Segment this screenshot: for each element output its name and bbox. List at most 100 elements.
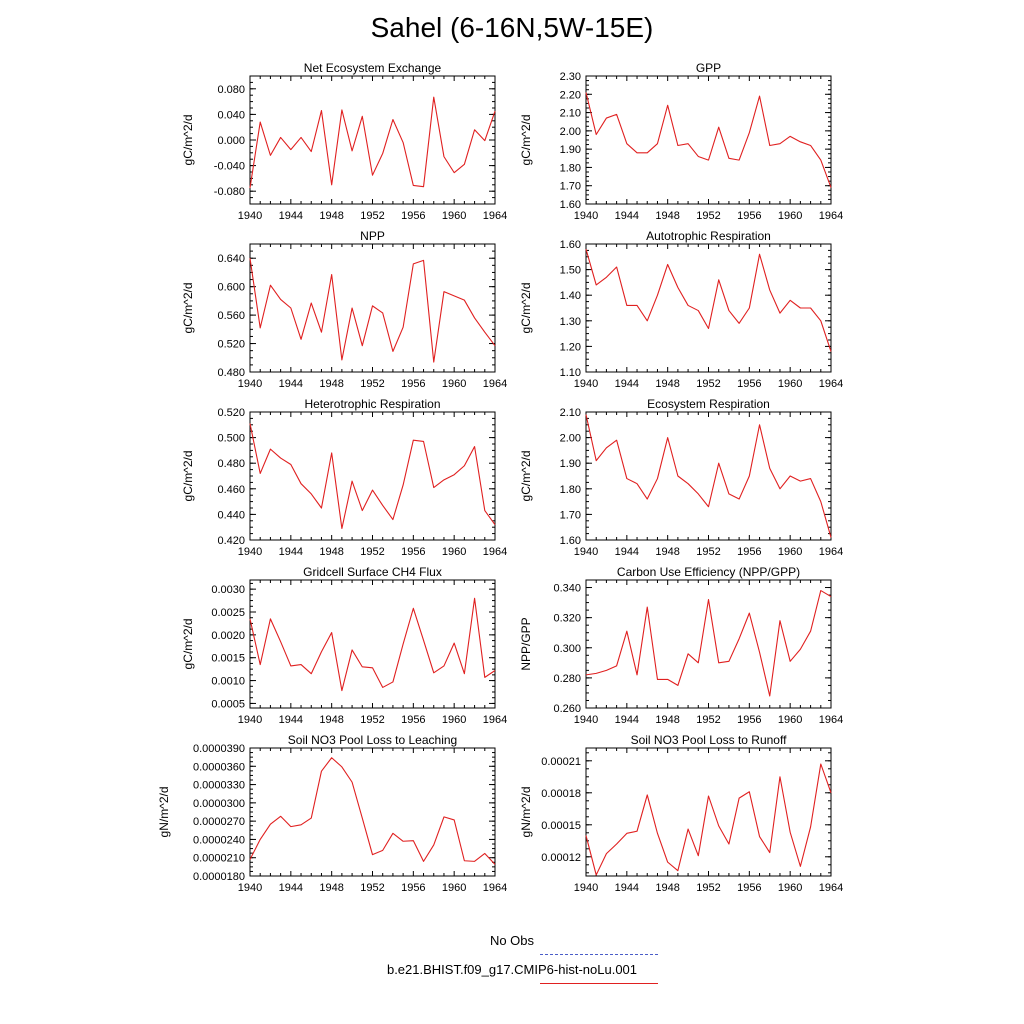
- series-line-0: [585, 92, 832, 188]
- y-tick-label: 0.0010: [211, 676, 245, 688]
- x-tick-label: 1944: [279, 210, 303, 222]
- y-tick-label: 0.320: [553, 613, 581, 625]
- series-line-0: [585, 589, 832, 697]
- y-tick-label: 0.640: [217, 253, 245, 265]
- series-line-0: [249, 96, 496, 189]
- plot-frame: [585, 747, 832, 877]
- y-tick-label: 0.00021: [541, 756, 581, 768]
- chart-panel-0: Net Ecosystem Exchange gC/m^2/d 1940 1944 19…: [181, 61, 507, 222]
- y-tick-label: 1.80: [560, 484, 581, 496]
- x-tick-label: 1952: [696, 546, 720, 558]
- x-tick-label: 1952: [696, 378, 720, 390]
- y-tick-label: 2.20: [560, 89, 581, 101]
- x-tick-label: 1944: [279, 882, 303, 894]
- chart-title: Autotrophic Respiration: [646, 229, 771, 243]
- x-tick-label: 1952: [696, 882, 720, 894]
- y-axis-label: gC/m^2/d: [519, 115, 533, 166]
- y-tick-label: 1.70: [560, 181, 581, 193]
- x-tick-label: 1944: [279, 714, 303, 726]
- x-tick-label: 1956: [401, 546, 425, 558]
- y-tick-label: 0.0000390: [193, 743, 245, 755]
- chart-panel-2: NPP gC/m^2/d 1940 1944 1948 1952 1956 1960 1964 0…: [181, 229, 507, 390]
- x-tick-label: 1964: [819, 210, 843, 222]
- x-tick-label: 1964: [483, 378, 507, 390]
- y-tick-label: 0.0000210: [193, 853, 245, 865]
- chart-title: Ecosystem Respiration: [647, 397, 770, 411]
- y-tick-label: 1.90: [560, 458, 581, 470]
- x-tick-label: 1960: [442, 714, 466, 726]
- y-tick-label: 0.0025: [211, 607, 245, 619]
- x-tick-label: 1948: [319, 210, 343, 222]
- chart-panel-9: Soil NO3 Pool Loss to Runoff gN/m^2/d 1940…: [519, 733, 843, 894]
- y-tick-label: 2.10: [560, 108, 581, 120]
- y-tick-label: -0.080: [214, 186, 245, 198]
- x-tick-label: 1964: [483, 882, 507, 894]
- plot-frame: [249, 579, 496, 709]
- x-tick-label: 1956: [401, 378, 425, 390]
- series-line-0: [249, 258, 496, 363]
- y-tick-label: 0.480: [217, 458, 245, 470]
- x-tick-label: 1960: [778, 378, 802, 390]
- x-tick-label: 1944: [615, 210, 639, 222]
- x-tick-label: 1952: [360, 378, 384, 390]
- y-tick-label: -0.040: [214, 161, 245, 173]
- x-tick-label: 1952: [360, 882, 384, 894]
- x-tick-label: 1944: [615, 546, 639, 558]
- x-tick-label: 1956: [401, 210, 425, 222]
- x-tick-label: 1952: [360, 210, 384, 222]
- y-tick-label: 0.480: [217, 367, 245, 379]
- x-tick-label: 1964: [483, 546, 507, 558]
- y-tick-label: 1.20: [560, 341, 581, 353]
- x-tick-label: 1948: [319, 882, 343, 894]
- x-tick-label: 1940: [238, 714, 262, 726]
- y-axis-label: gN/m^2/d: [157, 787, 171, 838]
- x-tick-label: 1948: [655, 378, 679, 390]
- y-tick-label: 0.500: [217, 433, 245, 445]
- chart-panel-7: Carbon Use Efficiency (NPP/GPP) NPP/GPP 19…: [519, 565, 843, 726]
- y-tick-label: 0.600: [217, 282, 245, 294]
- x-tick-label: 1944: [279, 546, 303, 558]
- y-tick-label: 0.0005: [211, 698, 245, 710]
- chart-title: Net Ecosystem Exchange: [304, 61, 442, 75]
- y-axis-label: gC/m^2/d: [181, 283, 195, 334]
- x-tick-label: 1948: [319, 378, 343, 390]
- series-line-0: [249, 757, 496, 865]
- x-tick-label: 1964: [819, 714, 843, 726]
- x-tick-label: 1964: [819, 882, 843, 894]
- y-tick-label: 0.300: [553, 643, 581, 655]
- y-tick-label: 0.340: [553, 583, 581, 595]
- y-tick-label: 0.420: [217, 535, 245, 547]
- x-tick-label: 1940: [574, 210, 598, 222]
- plot-frame: [249, 411, 496, 541]
- series-line-0: [249, 597, 496, 692]
- y-tick-label: 1.10: [560, 367, 581, 379]
- y-tick-label: 0.520: [217, 407, 245, 419]
- y-tick-label: 0.0000240: [193, 834, 245, 846]
- y-tick-label: 0.00015: [541, 820, 581, 832]
- chart-title: Carbon Use Efficiency (NPP/GPP): [617, 565, 800, 579]
- legend-line-model-run: [540, 983, 658, 984]
- x-tick-label: 1952: [360, 546, 384, 558]
- y-tick-label: 0.0000300: [193, 798, 245, 810]
- plot-frame: [585, 411, 832, 541]
- x-tick-label: 1960: [442, 546, 466, 558]
- x-tick-label: 1956: [401, 714, 425, 726]
- chart-title: Soil NO3 Pool Loss to Leaching: [288, 733, 457, 747]
- x-tick-label: 1964: [819, 546, 843, 558]
- x-tick-label: 1964: [483, 210, 507, 222]
- plot-frame: [585, 243, 832, 373]
- y-tick-label: 0.440: [217, 509, 245, 521]
- x-tick-label: 1952: [696, 714, 720, 726]
- y-tick-label: 0.080: [217, 84, 245, 96]
- series-line-0: [585, 763, 832, 876]
- chart-panel-8: Soil NO3 Pool Loss to Leaching gN/m^2/d 19…: [157, 733, 507, 894]
- chart-title: Gridcell Surface CH4 Flux: [303, 565, 442, 579]
- x-tick-label: 1940: [574, 378, 598, 390]
- y-axis-label: gC/m^2/d: [181, 451, 195, 502]
- y-tick-label: 0.0000330: [193, 780, 245, 792]
- series-line-0: [249, 423, 496, 530]
- x-tick-label: 1956: [401, 882, 425, 894]
- series-line-0: [585, 248, 832, 352]
- chart-title: Soil NO3 Pool Loss to Runoff: [631, 733, 788, 747]
- plot-frame: [585, 75, 832, 205]
